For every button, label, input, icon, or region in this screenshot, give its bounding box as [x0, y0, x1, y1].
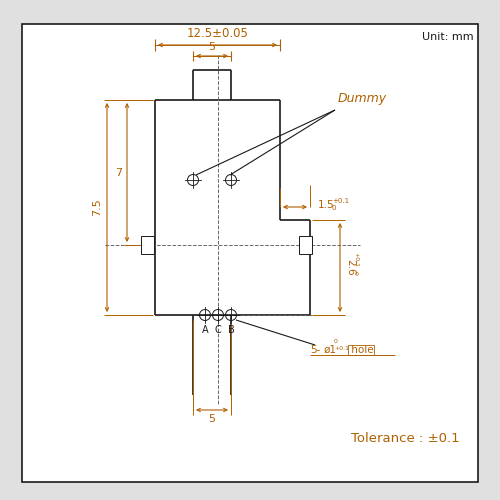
- Text: 5-: 5-: [310, 345, 320, 355]
- Text: 5: 5: [208, 414, 216, 424]
- Text: +0.1: +0.1: [332, 198, 349, 204]
- Text: +0.1: +0.1: [334, 346, 349, 351]
- Text: Dummy: Dummy: [338, 92, 387, 105]
- Bar: [140, 236, 153, 254]
- Text: 12.5±0.05: 12.5±0.05: [186, 27, 248, 40]
- Text: C: C: [214, 325, 222, 335]
- Text: B: B: [228, 325, 234, 335]
- Text: 5: 5: [208, 42, 216, 52]
- Text: 0: 0: [353, 270, 358, 274]
- Text: hole: hole: [348, 345, 374, 355]
- Bar: [298, 236, 312, 254]
- Text: Tolerance : ±0.1: Tolerance : ±0.1: [352, 432, 460, 445]
- Text: 7.5: 7.5: [92, 198, 102, 216]
- Text: +0.1: +0.1: [353, 252, 358, 267]
- Text: ø1: ø1: [324, 345, 337, 355]
- Text: Unit: mm: Unit: mm: [422, 32, 474, 42]
- Text: 1.5: 1.5: [318, 200, 334, 210]
- Text: 7: 7: [115, 168, 122, 177]
- Text: 0: 0: [334, 339, 338, 344]
- Text: 2.6: 2.6: [345, 259, 355, 276]
- Text: A: A: [202, 325, 208, 335]
- Text: 0: 0: [332, 205, 336, 211]
